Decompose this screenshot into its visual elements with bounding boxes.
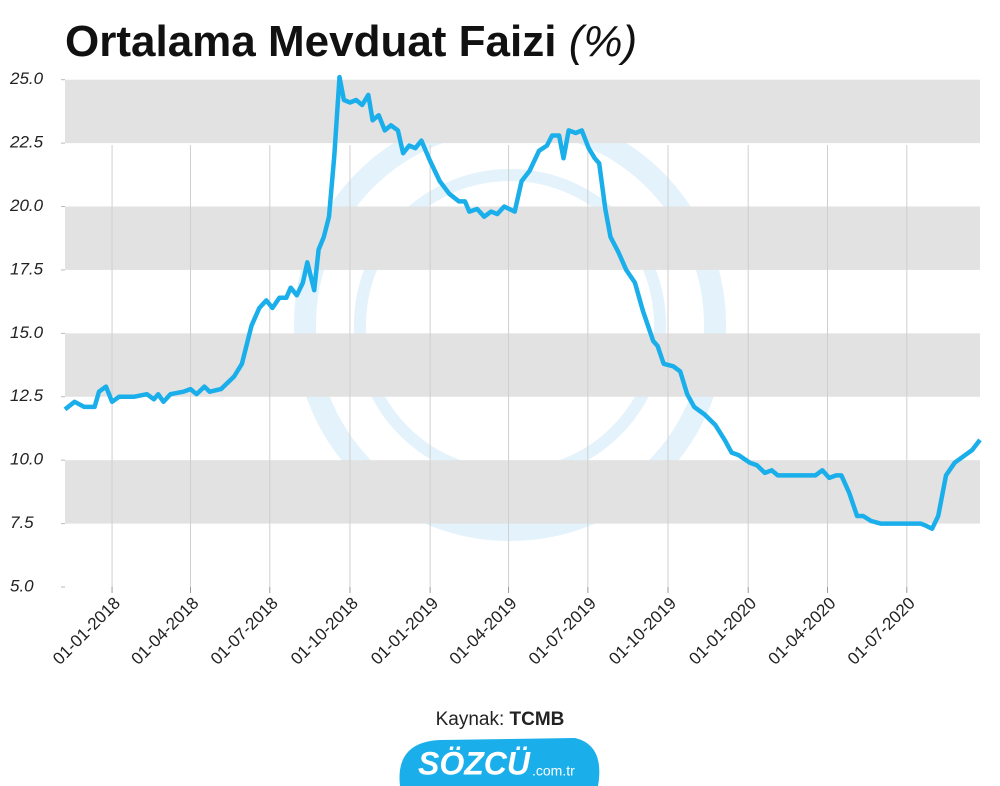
y-tick-label: 25.0 — [9, 69, 44, 88]
x-tick-label: 01-10-2018 — [287, 594, 362, 669]
logo-name: SÖZCÜ — [418, 745, 531, 781]
x-tick-label: 01-04-2018 — [128, 594, 203, 669]
y-tick-label: 5.0 — [10, 576, 34, 595]
y-tick-label: 22.5 — [9, 133, 44, 152]
logo-badge — [399, 738, 600, 786]
plot-area: 5.0 7.5 10.0 12.5 15.0 17.5 20.0 22.5 25.0 01-01-… — [9, 69, 982, 669]
y-tick-label: 20.0 — [9, 196, 44, 215]
grid-band — [65, 79, 980, 144]
title-unit: (%) — [569, 17, 637, 66]
x-tick-label: 01-07-2020 — [844, 594, 919, 669]
source-name: TCMB — [510, 709, 565, 730]
source-label: Kaynak: — [436, 709, 505, 730]
chart-title: Ortalama Mevduat Faizi (%) — [65, 17, 637, 66]
grid-band — [65, 460, 980, 524]
x-tick-label: 01-01-2018 — [49, 594, 124, 669]
x-tick-label: 01-04-2020 — [765, 594, 840, 669]
y-tick-label: 7.5 — [10, 513, 34, 532]
x-tick-label: 01-01-2020 — [685, 594, 760, 669]
y-tick-label: 17.5 — [10, 259, 44, 278]
x-tick-label: 01-01-2019 — [367, 594, 442, 669]
source: Kaynak: TCMB — [436, 709, 565, 730]
grid-band — [65, 206, 980, 270]
logo-suffix: .com.tr — [532, 763, 575, 779]
y-tick-label: 12.5 — [10, 386, 44, 405]
x-tick-label: 01-07-2019 — [525, 594, 600, 669]
title-text: Ortalama Mevduat Faizi — [65, 17, 556, 66]
x-tick-label: 01-10-2019 — [605, 594, 680, 669]
y-tick-label: 10.0 — [10, 450, 44, 469]
data-line — [63, 74, 982, 531]
y-tick-label: 15.0 — [10, 323, 44, 342]
x-tick-label: 01-04-2019 — [446, 594, 521, 669]
x-tick-label: 01-07-2018 — [207, 594, 282, 669]
